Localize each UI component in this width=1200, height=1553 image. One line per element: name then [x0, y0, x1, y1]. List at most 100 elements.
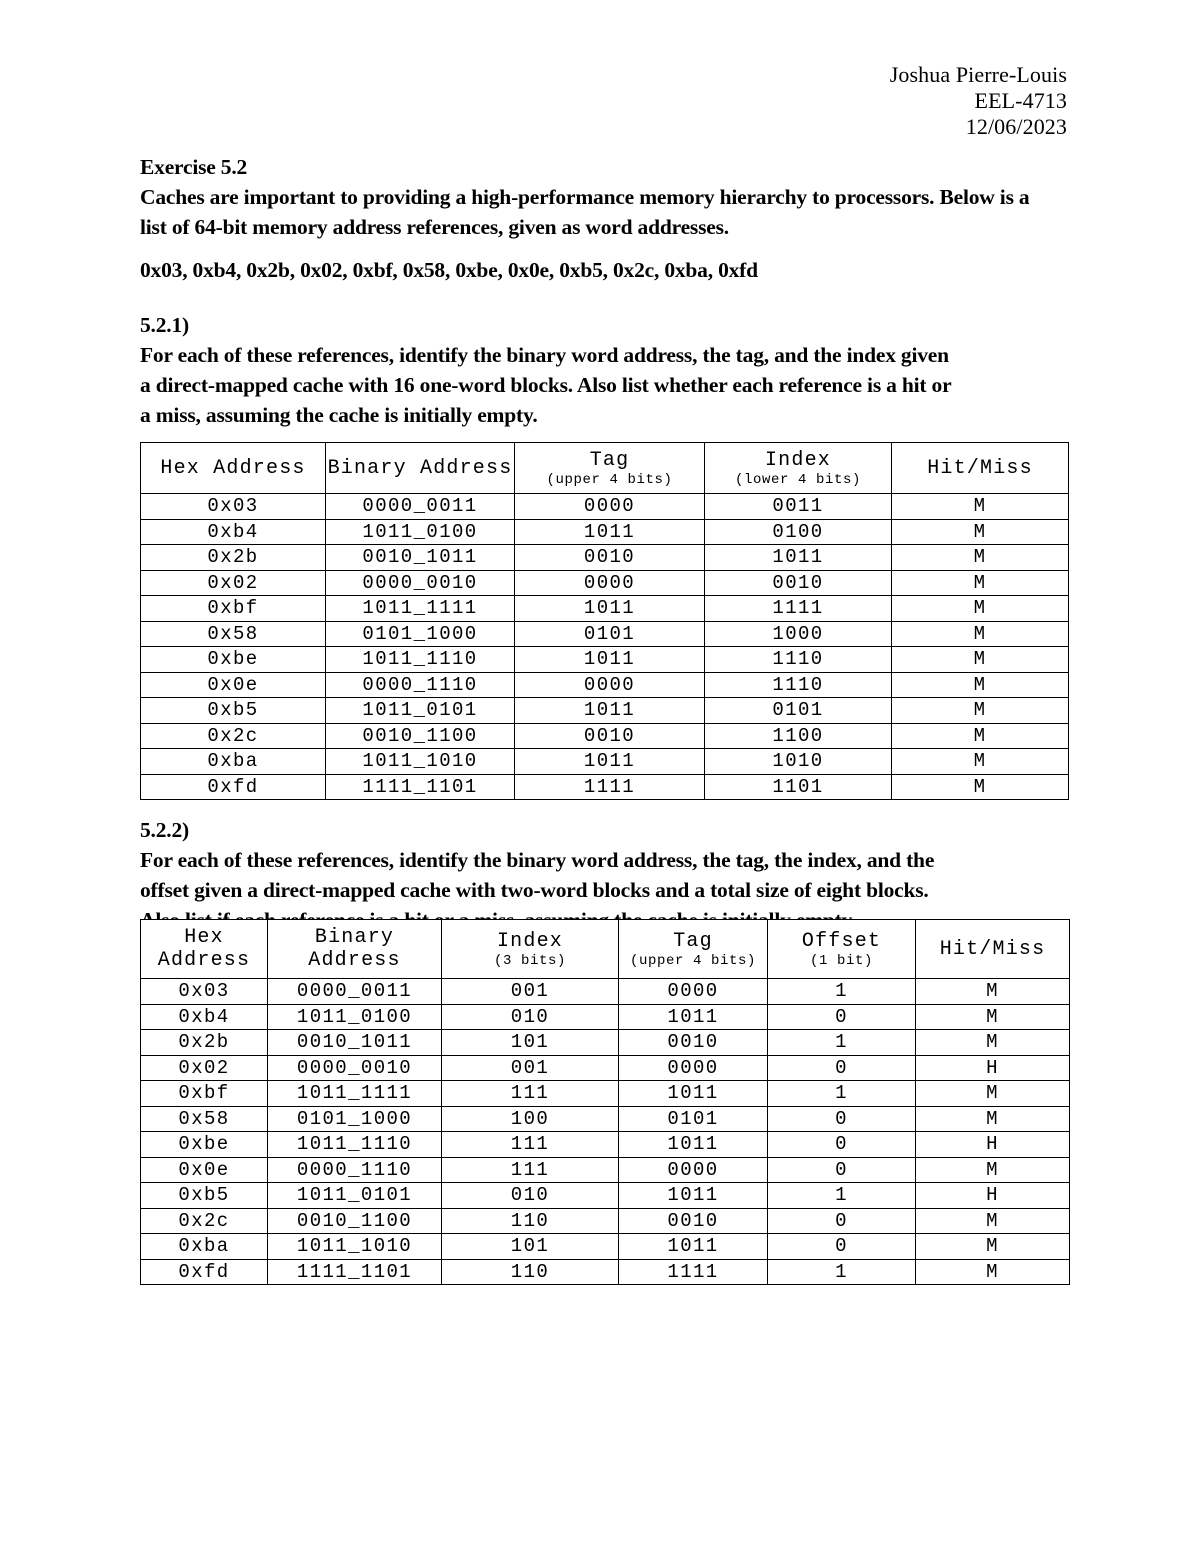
column-header-index: Index (lower 4 bits) [704, 442, 892, 494]
table-cell: M [915, 1080, 1070, 1107]
table-cell: 0101_1000 [325, 620, 515, 647]
column-header-main: Tag [673, 929, 713, 953]
column-header-hex-address: Hex Address [140, 442, 326, 494]
table-cell: 0xbf [140, 1080, 268, 1107]
table-cell: H [915, 1182, 1070, 1209]
column-header-binary-address: Binary Address [267, 919, 442, 979]
table-cell: 0000_1110 [267, 1156, 442, 1183]
table-cell: M [891, 569, 1069, 596]
table-cell: 1011_1010 [267, 1233, 442, 1260]
table-cell: 0100 [704, 518, 892, 545]
table-cell: M [915, 1029, 1070, 1056]
table-cell: 0000_1110 [325, 671, 515, 698]
column-header-main: Binary Address [327, 456, 513, 480]
direct-mapped-two-word-blocks-table: Hex Address Binary Address Index (3 bits… [140, 919, 1070, 1285]
table-cell: 010 [441, 1182, 619, 1209]
table-row: 0xba 1011_1010 101 1011 0 M [140, 1233, 1070, 1260]
table-cell: 1011_1110 [325, 646, 515, 673]
table-cell: M [915, 978, 1070, 1005]
table-row: 0x58 0101_1000 100 0101 0 M [140, 1105, 1070, 1132]
table-cell: 1011_1110 [267, 1131, 442, 1158]
table-cell: 010 [441, 1003, 619, 1030]
table-cell: 0xba [140, 748, 326, 775]
table-cell: 0000 [514, 671, 705, 698]
table-cell: 0 [767, 1105, 916, 1132]
table-cell: 0 [767, 1156, 916, 1183]
table-cell: 1011 [514, 518, 705, 545]
table-cell: 1111_1101 [325, 773, 515, 800]
table-cell: 0000 [618, 1054, 768, 1081]
table-cell: M [891, 620, 1069, 647]
table-row: 0x58 0101_1000 0101 1000 M [140, 620, 1069, 647]
table-cell: 111 [441, 1080, 619, 1107]
table-cell: M [891, 518, 1069, 545]
table-cell: M [891, 722, 1069, 749]
table-cell: M [915, 1258, 1070, 1285]
table-row: 0xfd 1111_1101 1111 1101 M [140, 773, 1069, 800]
table-cell: M [891, 646, 1069, 673]
table-cell: 1101 [704, 773, 892, 800]
table-cell: 1011_0101 [325, 697, 515, 724]
table-cell: 0xb5 [140, 697, 326, 724]
table-cell: H [915, 1054, 1070, 1081]
table-cell: 001 [441, 978, 619, 1005]
table-row: 0x2c 0010_1100 0010 1100 M [140, 722, 1069, 749]
table-cell: 1011_1111 [267, 1080, 442, 1107]
table-row: 0xb4 1011_0100 010 1011 0 M [140, 1003, 1070, 1030]
table-cell: 111 [441, 1156, 619, 1183]
table-cell: 1011_1010 [325, 748, 515, 775]
column-header-binary-address: Binary Address [325, 442, 515, 494]
table-row: 0x2b 0010_1011 101 0010 1 M [140, 1029, 1070, 1056]
column-header-offset: Offset (1 bit) [767, 919, 916, 979]
column-header-sub: (1 bit) [809, 952, 873, 969]
table-cell: 0010_1100 [325, 722, 515, 749]
table-cell: 0101 [514, 620, 705, 647]
column-header-main: Index [496, 929, 563, 953]
table-cell: 1011 [618, 1003, 768, 1030]
table-cell: 1011 [618, 1182, 768, 1209]
column-header-hit-miss: Hit/Miss [915, 919, 1070, 979]
table-cell: 0000_0010 [267, 1054, 442, 1081]
column-header-main: Hex Address [157, 926, 251, 972]
table-cell: 0xbf [140, 595, 326, 622]
column-header-tag: Tag (upper 4 bits) [514, 442, 705, 494]
column-header-sub: (lower 4 bits) [734, 471, 862, 488]
intro-line-1: Caches are important to providing a high… [140, 185, 1030, 209]
table-cell: 0xfd [140, 1258, 268, 1285]
table-row: 0x02 0000_0010 001 0000 0 H [140, 1054, 1070, 1081]
table-row: 0x03 0000_0011 0000 0011 M [140, 493, 1069, 520]
table-cell: 1011 [704, 544, 892, 571]
column-header-sub: (upper 4 bits) [546, 471, 673, 488]
table-cell: 0xb5 [140, 1182, 268, 1209]
table-cell: 1011 [514, 646, 705, 673]
table-cell: 1011_1111 [325, 595, 515, 622]
section-522-line-1: For each of these references, identify t… [140, 848, 935, 872]
table-body: 0x03 0000_0011 0000 0011 M 0xb4 1011_0100 1011 0… [140, 493, 1069, 800]
table-cell: 0 [767, 1207, 916, 1234]
column-header-hex-address: Hex Address [140, 919, 268, 979]
table-cell: 110 [441, 1258, 619, 1285]
table-cell: 0x2c [140, 722, 326, 749]
table-cell: M [915, 1207, 1070, 1234]
address-list-block: 0x03, 0xb4, 0x2b, 0x02, 0xbf, 0x58, 0xbe… [140, 255, 1075, 285]
table-cell: 0xb4 [140, 1003, 268, 1030]
table-cell: 0000 [514, 493, 705, 520]
table-cell: 101 [441, 1233, 619, 1260]
column-header-sub: (upper 4 bits) [629, 952, 757, 969]
table-row: 0x2c 0010_1100 110 0010 0 M [140, 1207, 1070, 1234]
table-cell: M [915, 1233, 1070, 1260]
table-row: 0x02 0000_0010 0000 0010 M [140, 569, 1069, 596]
table-row: 0xb5 1011_0101 010 1011 1 H [140, 1182, 1070, 1209]
table-cell: 1111_1101 [267, 1258, 442, 1285]
table-cell: 1111 [618, 1258, 768, 1285]
table-cell: 0000 [618, 1156, 768, 1183]
table-cell: 1011 [514, 748, 705, 775]
table-cell: 0x0e [140, 671, 326, 698]
section-522-block: 5.2.2) For each of these references, ide… [140, 815, 1075, 935]
table-row: 0xfd 1111_1101 110 1111 1 M [140, 1258, 1070, 1285]
table-cell: 101 [441, 1029, 619, 1056]
table-cell: 1111 [514, 773, 705, 800]
submission-date: 12/06/2023 [965, 114, 1067, 139]
table-cell: 0101 [704, 697, 892, 724]
